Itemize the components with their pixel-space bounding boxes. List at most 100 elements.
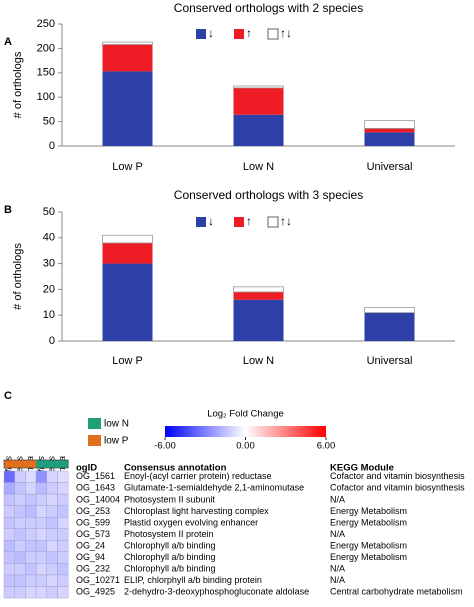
bar-segment bbox=[364, 132, 415, 146]
heatmap-cell bbox=[35, 563, 47, 576]
bar-segment bbox=[364, 120, 415, 129]
legend-label: ↓ bbox=[208, 214, 214, 228]
x-tick-label: Low P bbox=[112, 355, 143, 367]
y-tick-label: 0 bbox=[49, 335, 55, 347]
table-cell: Enoyl-(acyl carrier protein) reductase bbox=[124, 471, 272, 481]
bar-segment bbox=[233, 299, 284, 341]
table-cell: Cofactor and vitamin biosynthesis bbox=[330, 471, 465, 481]
heatmap-cell bbox=[46, 540, 58, 553]
x-tick-label: Low P bbox=[112, 161, 143, 173]
table-cell: OG_94 bbox=[76, 552, 105, 562]
y-tick-label: 0 bbox=[49, 140, 55, 152]
bar-segment bbox=[233, 286, 284, 293]
heatmap-cell bbox=[57, 563, 69, 576]
group-bar bbox=[25, 460, 37, 468]
bar-segment bbox=[102, 263, 153, 341]
bar-segment bbox=[364, 307, 415, 314]
table-cell: OG_1643 bbox=[76, 483, 115, 493]
heatmap-cell bbox=[57, 470, 69, 483]
heatmap-cell bbox=[14, 528, 26, 541]
heatmap-cell bbox=[46, 551, 58, 564]
table-cell: Chlorophyll a/b binding bbox=[124, 540, 216, 550]
table-cell: OG_4925 bbox=[76, 587, 115, 597]
heatmap-cell bbox=[46, 563, 58, 576]
y-tick-label: 150 bbox=[37, 67, 55, 79]
legend-swatch bbox=[267, 28, 279, 40]
heatmap-cell bbox=[3, 540, 15, 553]
heatmap-cell bbox=[25, 528, 37, 541]
heatmap-cell bbox=[46, 528, 58, 541]
group-bar bbox=[14, 460, 26, 468]
bar-segment bbox=[102, 44, 153, 72]
table-cell: Glutamate-1-semialdehyde 2,1-aminomutase bbox=[124, 483, 304, 493]
bar-segment bbox=[102, 41, 153, 45]
legend-label: low P bbox=[104, 436, 129, 447]
heatmap-cell bbox=[57, 517, 69, 529]
x-tick-label: Low N bbox=[243, 355, 274, 367]
heatmap-cell bbox=[3, 517, 15, 529]
table-cell: OG_573 bbox=[76, 529, 110, 539]
table-cell: OG_1561 bbox=[76, 471, 115, 481]
y-tick-label: 10 bbox=[43, 309, 55, 321]
heatmap-cell bbox=[3, 528, 15, 541]
y-axis-label: # of orthologs bbox=[12, 243, 24, 310]
heatmap-cell bbox=[3, 574, 15, 587]
legend-label: ↓ bbox=[208, 26, 214, 40]
table-cell: Central carbohydrate metabolism bbox=[330, 587, 463, 597]
colorbar bbox=[165, 426, 326, 437]
bar-segment bbox=[233, 85, 284, 89]
heatmap-cell bbox=[57, 551, 69, 564]
legend-label: low N bbox=[104, 419, 129, 430]
table-cell: OG_599 bbox=[76, 517, 110, 527]
chart-title: Conserved orthologs with 3 species bbox=[174, 188, 363, 202]
heatmap-cell bbox=[35, 470, 47, 483]
heatmap-cell bbox=[14, 551, 26, 564]
legend-swatch bbox=[196, 217, 206, 227]
panel-label: A bbox=[4, 36, 12, 48]
heatmap-cell bbox=[35, 540, 47, 553]
legend-label: ↑↓ bbox=[280, 214, 292, 228]
heatmap-cell bbox=[14, 574, 26, 587]
heatmap-cell bbox=[25, 574, 37, 587]
heatmap-cell bbox=[35, 517, 47, 529]
y-tick-label: 50 bbox=[43, 206, 55, 218]
table-header: Consensus annotation bbox=[124, 463, 227, 474]
group-bar-frame bbox=[3, 459, 69, 469]
heatmap-cell bbox=[3, 551, 15, 564]
group-bar bbox=[36, 460, 48, 468]
panel-label: C bbox=[4, 390, 12, 402]
table-cell: OG_14004 bbox=[76, 494, 120, 504]
bar-segment bbox=[233, 291, 284, 300]
heatmap-cell bbox=[25, 540, 37, 553]
heatmap-cell bbox=[25, 482, 37, 495]
legend-swatch bbox=[88, 435, 101, 446]
heatmap-cell bbox=[3, 493, 15, 506]
bar-segment bbox=[364, 128, 415, 133]
colorbar-title: Log₂ Fold Change bbox=[207, 409, 284, 420]
heatmap-cell bbox=[25, 517, 37, 529]
table-cell: N/A bbox=[330, 529, 345, 539]
heatmap-cell bbox=[14, 517, 26, 529]
heatmap-cell bbox=[35, 586, 47, 599]
table-cell: Photosystem II subunit bbox=[124, 494, 216, 504]
panel-label: B bbox=[4, 204, 12, 216]
table-cell: Energy Metabolism bbox=[330, 540, 407, 550]
heatmap-cell bbox=[14, 586, 26, 599]
heatmap-cell bbox=[57, 574, 69, 587]
heatmap-cell bbox=[3, 586, 15, 599]
table-cell: Chlorophyll a/b binding bbox=[124, 552, 216, 562]
heatmap-cell bbox=[57, 505, 69, 518]
heatmap-cell bbox=[35, 493, 47, 506]
heatmap-cell bbox=[57, 528, 69, 541]
heatmap-cell bbox=[14, 505, 26, 518]
heatmap-cell bbox=[46, 574, 58, 587]
bar-segment bbox=[233, 114, 284, 146]
heatmap-cell bbox=[46, 517, 58, 529]
legend-label: ↑ bbox=[246, 214, 252, 228]
group-bar bbox=[57, 460, 69, 468]
colorbar-tick-label: 6.00 bbox=[317, 441, 336, 452]
table-cell: ELIP, chlorphyll a/b binding protein bbox=[124, 575, 262, 585]
heatmap-cell bbox=[25, 470, 37, 483]
table-cell: Cofactor and vitamin biosynthesis bbox=[330, 483, 465, 493]
